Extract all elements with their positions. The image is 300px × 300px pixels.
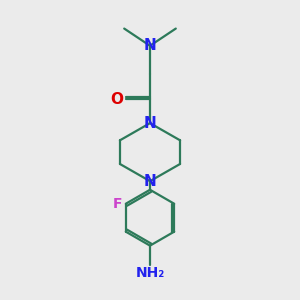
Text: O: O xyxy=(110,92,123,107)
Text: NH₂: NH₂ xyxy=(135,266,165,280)
Text: N: N xyxy=(144,116,156,130)
Text: N: N xyxy=(144,38,156,53)
Text: N: N xyxy=(144,174,156,189)
Text: F: F xyxy=(113,197,123,211)
